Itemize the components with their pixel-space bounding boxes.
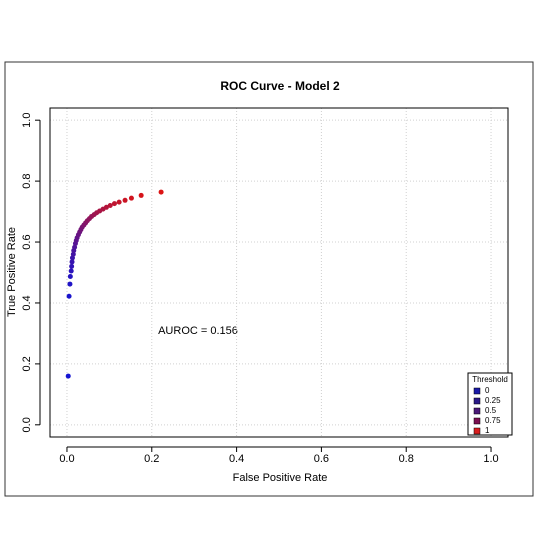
point [128, 195, 134, 201]
point [107, 202, 113, 208]
point [122, 197, 128, 203]
point [67, 281, 73, 287]
figure-border [4, 61, 534, 497]
y-tick-label: 0.6 [21, 234, 33, 249]
legend-swatch [473, 427, 481, 435]
chart-title: ROC Curve - Model 2 [220, 79, 340, 93]
x-tick-label: 0.6 [314, 453, 329, 465]
x-tick-label: 0.4 [229, 453, 244, 465]
y-tick-label: 1.0 [21, 113, 33, 128]
legend-swatch [473, 407, 481, 415]
plot-box [49, 107, 509, 438]
x-axis-title: False Positive Rate [233, 472, 328, 484]
y-tick-label: 0.2 [21, 356, 33, 371]
x-tick-label: 0.0 [59, 453, 74, 465]
y-axis-title: True Positive Rate [6, 227, 18, 317]
point [68, 268, 74, 274]
legend-label: 0.75 [485, 416, 501, 425]
y-tick-label: 0.8 [21, 173, 33, 188]
y-tick-label: 0.0 [21, 417, 33, 432]
annotation: AUROC = 0.156 [158, 325, 238, 337]
point [69, 263, 75, 269]
point [69, 259, 75, 265]
legend-label: 0 [485, 386, 490, 395]
x-tick-label: 0.2 [144, 453, 159, 465]
point [66, 293, 72, 299]
legend-label: 0.5 [485, 406, 497, 415]
legend-title: Threshold [472, 375, 508, 384]
legend-swatch [473, 387, 481, 395]
y-tick-label: 0.4 [21, 295, 33, 310]
point [103, 204, 109, 210]
x-tick-label: 0.8 [399, 453, 414, 465]
point [138, 192, 144, 198]
legend-label: 1 [485, 426, 490, 435]
point [111, 201, 117, 207]
point [65, 373, 71, 379]
legend-swatch [473, 397, 481, 405]
legend-label: 0.25 [485, 396, 501, 405]
x-tick-label: 1.0 [483, 453, 498, 465]
point [158, 189, 164, 195]
point [116, 199, 122, 205]
legend-swatch [473, 417, 481, 425]
point [70, 251, 76, 257]
point [67, 273, 73, 279]
